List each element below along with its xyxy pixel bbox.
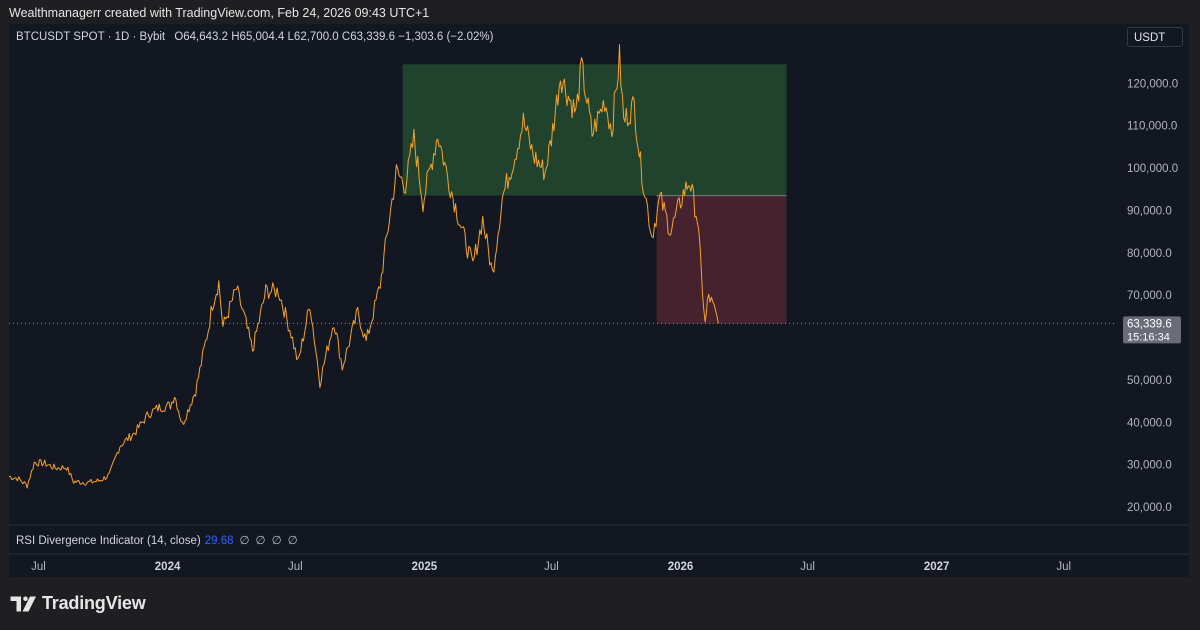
x-axis-tick-label: 2024 — [155, 561, 181, 573]
y-axis-tick-label: 90,000.0 — [1127, 205, 1172, 217]
x-axis-tick-label: 2027 — [924, 561, 950, 573]
x-axis-tick-label: Jul — [288, 561, 303, 573]
y-axis-tick-label: 50,000.0 — [1127, 375, 1172, 387]
symbol-title[interactable]: BTCUSDT SPOT · 1D · Bybit — [16, 31, 166, 43]
rsi-value: 29.68 — [204, 535, 234, 547]
close-value: 63,339.6 — [350, 31, 395, 43]
x-axis-tick-label: Jul — [800, 561, 815, 573]
x-axis-tick-label: Jul — [31, 561, 46, 573]
high-value: 65,004.4 — [239, 31, 285, 43]
close-label: C — [341, 31, 351, 43]
bar-countdown: 15:16:34 — [1127, 331, 1170, 343]
y-axis-tick-label: 100,000.0 — [1127, 163, 1178, 175]
y-axis-tick-label: 20,000.0 — [1127, 502, 1172, 514]
tradingview-logo[interactable]: TradingView — [10, 593, 146, 614]
chart-panel[interactable]: 20,000.030,000.040,000.050,000.060,000.0… — [9, 24, 1189, 577]
last-price-value: 63,339.6 — [1127, 318, 1172, 330]
price-chart[interactable]: 20,000.030,000.040,000.050,000.060,000.0… — [9, 24, 1189, 577]
x-axis-tick-label: 2025 — [412, 561, 438, 573]
y-axis-tick-label: 30,000.0 — [1127, 460, 1172, 472]
high-label: H — [231, 31, 240, 43]
rsi-placeholder: ∅ — [239, 535, 250, 547]
y-axis-tick-label: 120,000.0 — [1127, 78, 1178, 90]
rsi-indicator-legend[interactable]: RSI Divergence Indicator (14, close) 29.6… — [16, 533, 298, 547]
y-axis-tick-label: 40,000.0 — [1127, 417, 1172, 429]
rsi-placeholder: ∅ — [255, 535, 266, 547]
last-price-badge — [1123, 316, 1181, 344]
x-axis-tick-label: Jul — [1056, 561, 1071, 573]
rsi-placeholder: ∅ — [287, 535, 298, 547]
y-axis-tick-label: 110,000.0 — [1127, 121, 1177, 133]
open-value: 64,643.2 — [183, 31, 229, 43]
low-label: L — [287, 31, 294, 43]
symbol-legend: BTCUSDT SPOT · 1D · Bybit O64,643.2 H65,… — [16, 31, 493, 43]
currency-selector[interactable]: USDT — [1127, 27, 1183, 47]
y-axis-tick-label: 80,000.0 — [1127, 248, 1172, 260]
profit-zone[interactable] — [402, 64, 787, 196]
tradingview-brand: TradingView — [42, 593, 146, 613]
rsi-indicator-name: RSI Divergence Indicator (14, close) — [16, 535, 201, 547]
y-axis-tick-label: 70,000.0 — [1127, 290, 1172, 302]
loss-zone[interactable] — [656, 195, 787, 324]
chart-attribution: Wealthmanagerr created with TradingView.… — [9, 6, 430, 20]
change-value: −1,303.6 (−2.02%) — [398, 31, 494, 43]
x-axis-tick-label: 2026 — [668, 561, 694, 573]
x-axis-tick-label: Jul — [544, 561, 559, 573]
tradingview-logo-icon — [10, 596, 36, 611]
low-value: 62,700.0 — [293, 31, 339, 43]
price-series-line[interactable] — [9, 44, 719, 489]
rsi-placeholder: ∅ — [271, 535, 282, 547]
open-label: O — [174, 31, 184, 43]
